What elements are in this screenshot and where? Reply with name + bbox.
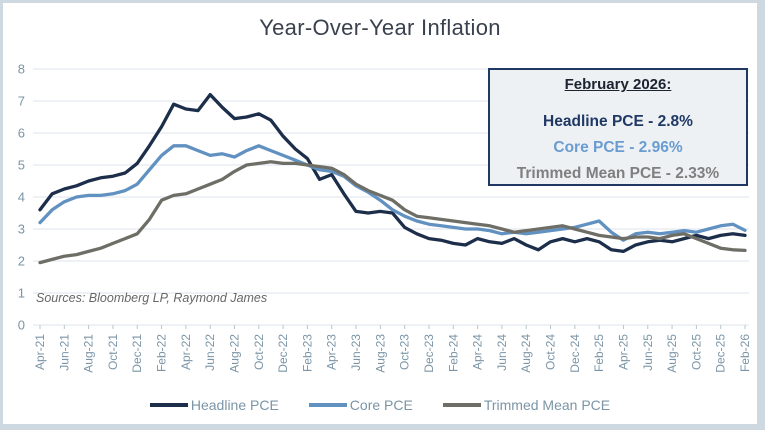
legend-label: Trimmed Mean PCE [483,397,611,413]
trimmed-mean-pce-line [38,160,747,265]
x-axis-label-Dec-25: Dec-25 [714,334,728,373]
x-axis-label-Apr-23: Apr-23 [325,334,339,370]
x-axis-label-Oct-22: Oct-22 [252,334,266,370]
legend-item-core-pce: Core PCE [308,397,413,413]
y-axis-label-7: 7 [18,94,25,109]
callout-box: February 2026: Headline PCE - 2.8% Core … [488,68,748,186]
y-axis-label-0: 0 [18,318,25,333]
x-axis-label-Aug-24: Aug-24 [519,334,533,373]
chart-frame: Year-Over-Year Inflation 0 1 2 3 4 5 6 7 8 Apr-21… [3,3,757,424]
x-axis-label-Jun-23: Jun-23 [349,334,363,371]
y-axis-label-6: 6 [18,126,25,141]
legend-item-headline-pce: Headline PCE [149,397,279,413]
x-axis-label-Feb-22: Feb-22 [155,334,169,372]
x-axis-label-Oct-21: Oct-21 [106,334,120,370]
callout-trimmed-mean-pce: Trimmed Mean PCE - 2.33% [516,165,720,182]
y-axis-label-2: 2 [18,254,25,269]
x-axis-label-Aug-22: Aug-22 [227,334,241,373]
x-axis-label-Dec-22: Dec-22 [276,334,290,373]
x-axis-label-Apr-22: Apr-22 [179,334,193,370]
legend-item-trimmed-mean-pce: Trimmed Mean PCE [442,397,611,413]
callout-core-pce: Core PCE - 2.96% [553,139,683,156]
sources-note: Sources: Bloomberg LP, Raymond James [36,291,268,305]
core-pce-swatch [308,403,347,407]
x-axis-label-Oct-23: Oct-23 [398,334,412,370]
y-axis-label-3: 3 [18,222,25,237]
x-axis-label-Oct-24: Oct-24 [544,334,558,370]
x-axis-label-Dec-21: Dec-21 [130,334,144,373]
x-axis-label-Jun-24: Jun-24 [495,334,509,371]
x-axis-label-Jun-22: Jun-22 [203,334,217,371]
y-axis-label-8: 8 [18,62,25,77]
x-axis-label-Jun-21: Jun-21 [57,334,71,371]
legend-label: Core PCE [349,397,413,413]
x-axis-label-Oct-25: Oct-25 [689,334,703,370]
y-axis-label-5: 5 [18,158,25,173]
y-axis-label-4: 4 [18,190,25,205]
callout-heading: February 2026: [564,76,672,93]
x-axis-label-Aug-23: Aug-23 [373,334,387,373]
x-axis-label-Apr-25: Apr-25 [616,334,630,370]
x-axis-label-Jun-25: Jun-25 [641,334,655,371]
x-axis-label-Apr-24: Apr-24 [471,334,485,370]
chart-title: Year-Over-Year Inflation [259,15,501,40]
x-axis-label-Dec-24: Dec-24 [568,334,582,373]
headline-pce-swatch [149,403,188,407]
x-axis-label-Feb-26: Feb-26 [738,334,752,372]
x-axis-label-Feb-24: Feb-24 [446,334,460,372]
chart-legend: Headline PCE Core PCE Trimmed Mean PCE [3,397,757,413]
x-axis-label-Aug-25: Aug-25 [665,334,679,373]
x-axis-label-Feb-25: Feb-25 [592,334,606,372]
trimmed-mean-pce-swatch [442,403,481,407]
x-axis-label-Aug-21: Aug-21 [82,334,96,373]
x-axis-label-Dec-23: Dec-23 [422,334,436,373]
legend-label: Headline PCE [190,397,279,413]
inflation-line-chart: 0 1 2 3 4 5 6 7 8 Apr-21 Jun-21 Aug-21 Oct-21 Dec-21 F… [18,62,752,373]
callout-headline-pce: Headline PCE - 2.8% [543,113,693,130]
y-axis-label-1: 1 [18,286,25,301]
x-axis-label-Feb-23: Feb-23 [300,334,314,372]
headline-pce-line [38,92,747,254]
x-axis-label-Apr-21: Apr-21 [33,334,47,370]
